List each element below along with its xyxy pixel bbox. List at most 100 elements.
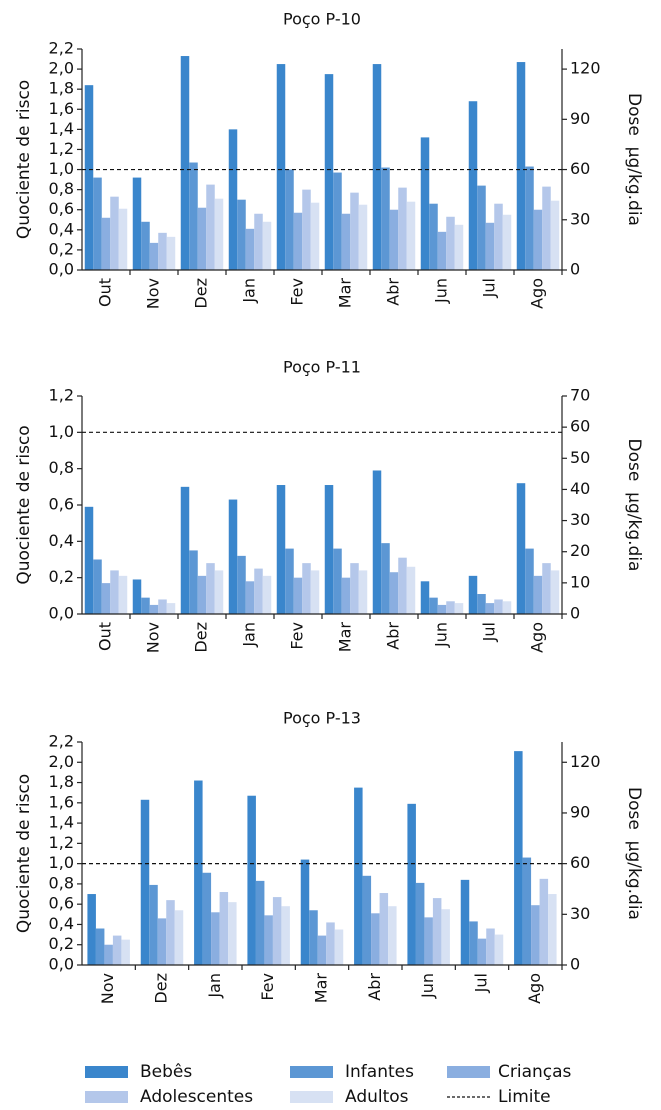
- x-tick-label: Jul: [480, 278, 499, 298]
- bar: [324, 485, 334, 614]
- legend-label: Adultos: [345, 1087, 409, 1107]
- bar: [398, 187, 407, 270]
- x-tick-label: Jan: [240, 622, 259, 648]
- y2-tick-label: 30: [570, 510, 590, 529]
- y-tick-label: 1,2: [49, 386, 74, 405]
- y2-tick-label: 90: [570, 802, 590, 821]
- bar: [197, 575, 207, 614]
- bar: [350, 563, 359, 614]
- y-axis-label: Quociente de risco: [14, 80, 34, 239]
- y-tick-label: 0,4: [49, 531, 74, 550]
- bar: [531, 905, 540, 965]
- x-tick-label: Nov: [98, 973, 117, 1004]
- y-tick-label: 0,6: [49, 894, 74, 913]
- y-axis-label: Quociente de risco: [14, 774, 34, 933]
- bar: [388, 906, 397, 965]
- bar: [485, 222, 495, 270]
- bar: [180, 56, 190, 271]
- y-tick-label: 1,6: [49, 792, 74, 811]
- bar: [141, 597, 150, 614]
- legend-swatch: [85, 1066, 128, 1078]
- bar: [302, 563, 311, 614]
- bar: [93, 559, 102, 614]
- bar: [206, 563, 215, 614]
- bar: [247, 795, 256, 965]
- bar: [454, 224, 464, 270]
- bar: [310, 570, 320, 614]
- legend-label: Infantes: [345, 1062, 414, 1082]
- bar: [406, 566, 416, 614]
- bar: [341, 577, 351, 614]
- bar: [180, 486, 190, 614]
- bar: [406, 201, 416, 270]
- bar: [389, 209, 399, 270]
- x-tick-label: Nov: [144, 278, 163, 309]
- bar: [502, 214, 512, 270]
- bar: [494, 203, 503, 270]
- x-tick-label: Dez: [192, 278, 211, 309]
- bar: [381, 543, 390, 614]
- bar: [389, 572, 399, 614]
- bar: [211, 912, 220, 965]
- bar: [262, 575, 272, 614]
- y-tick-label: 2,2: [49, 39, 74, 58]
- bar: [228, 902, 237, 965]
- bar: [437, 604, 447, 614]
- y-tick-label: 1,8: [49, 772, 74, 791]
- x-tick-label: Abr: [384, 278, 403, 306]
- bar: [525, 166, 534, 270]
- x-tick-label: Fev: [288, 622, 307, 650]
- bar: [149, 242, 159, 270]
- bar: [437, 231, 447, 270]
- bar: [494, 599, 503, 614]
- bar: [285, 169, 294, 270]
- bar: [379, 893, 389, 965]
- bar: [372, 64, 382, 271]
- bar: [420, 581, 430, 614]
- bar: [101, 583, 111, 614]
- bar: [214, 198, 224, 270]
- bar: [432, 898, 442, 965]
- bar: [293, 577, 303, 614]
- bar: [276, 64, 286, 271]
- x-tick-label: Out: [96, 622, 115, 651]
- y-tick-label: 0,6: [49, 199, 74, 218]
- bar: [202, 872, 212, 965]
- y2-tick-label: 70: [570, 386, 590, 405]
- bar: [446, 601, 455, 614]
- bar: [477, 594, 486, 614]
- y-tick-label: 1,4: [49, 813, 74, 832]
- y-tick-label: 1,8: [49, 79, 74, 98]
- y2-tick-label: 50: [570, 448, 590, 467]
- legend-label: Limite: [498, 1087, 551, 1107]
- bar: [174, 910, 184, 965]
- y-tick-label: 1,0: [49, 422, 74, 441]
- bar: [420, 137, 430, 270]
- y2-tick-label: 10: [570, 572, 590, 591]
- x-tick-label: Jul: [480, 622, 499, 642]
- bar: [197, 207, 207, 270]
- bar: [460, 879, 470, 965]
- x-tick-label: Ago: [528, 278, 547, 309]
- bar: [140, 799, 150, 965]
- bar: [245, 581, 255, 614]
- bar: [118, 575, 128, 614]
- bar: [281, 906, 290, 965]
- x-tick-label: Mar: [336, 622, 355, 653]
- x-tick-label: Jun: [432, 278, 451, 304]
- bar: [254, 213, 263, 270]
- y-tick-label: 0,2: [49, 934, 74, 953]
- y-tick-label: 1,6: [49, 99, 74, 118]
- y2-tick-label: 30: [570, 904, 590, 923]
- bar: [272, 897, 282, 965]
- y-tick-label: 1,0: [49, 853, 74, 872]
- y-tick-label: 2,0: [49, 59, 74, 78]
- y2-tick-label: 60: [570, 159, 590, 178]
- x-tick-label: Dez: [152, 973, 171, 1004]
- bar: [446, 216, 455, 270]
- y2-tick-label: 60: [570, 853, 590, 872]
- bar: [324, 74, 334, 270]
- bar: [237, 199, 246, 270]
- bar: [189, 162, 198, 270]
